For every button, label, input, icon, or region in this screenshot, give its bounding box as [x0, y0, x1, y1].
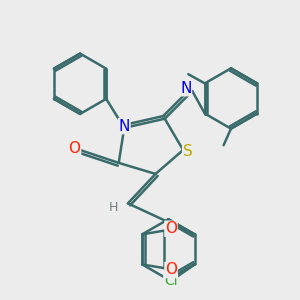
Text: O: O [165, 262, 177, 278]
Text: N: N [180, 81, 191, 96]
Text: H: H [109, 200, 118, 214]
Text: O: O [165, 221, 177, 236]
Text: O: O [68, 141, 80, 156]
Text: S: S [183, 144, 192, 159]
Text: Cl: Cl [164, 274, 177, 288]
Text: N: N [118, 118, 130, 134]
